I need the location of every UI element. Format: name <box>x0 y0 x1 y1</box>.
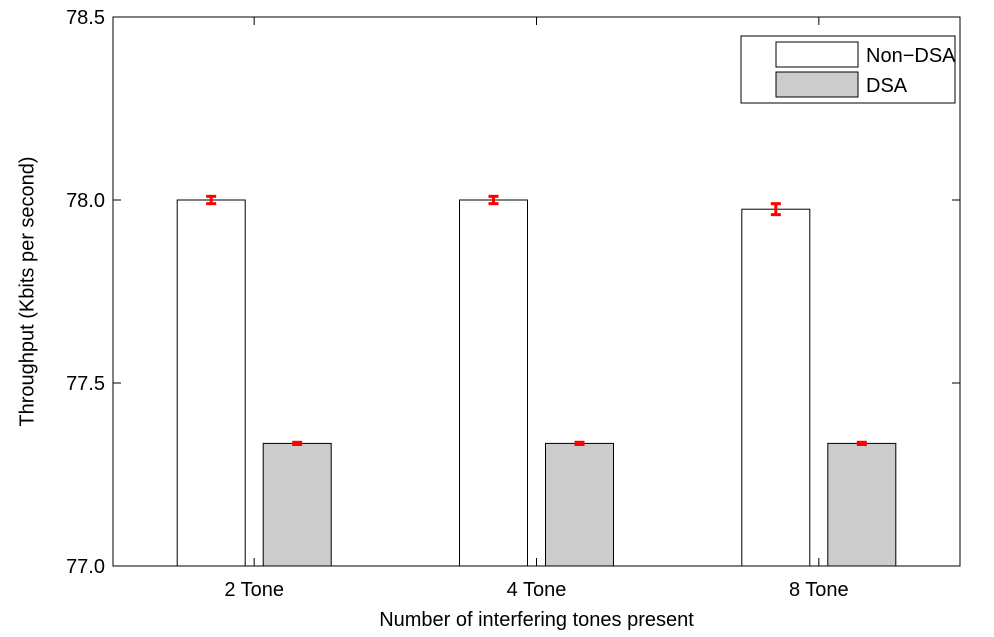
error-bar-dsa-1 <box>292 440 303 446</box>
legend-label-dsa: DSA <box>866 75 908 97</box>
error-bar-dsa-2 <box>574 440 585 446</box>
bar-non-dsa-1 <box>176 199 246 567</box>
x-tick-label: 4 Tone <box>507 579 567 601</box>
bar-non-dsa-2 <box>459 199 528 567</box>
x-tick-label: 2 Tone <box>224 579 284 601</box>
y-tick-label: 78.0 <box>66 190 105 212</box>
x-axis-label: Number of interfering tones present <box>379 609 694 631</box>
axis-layer: 77.0 77.5 78.0 78.5 2 Tone 4 Tone 8 Tone <box>66 7 960 601</box>
bar-dsa-1 <box>262 442 332 567</box>
y-tick-label: 78.5 <box>66 7 105 29</box>
bar-dsa-2 <box>545 442 614 567</box>
error-bars-layer <box>206 194 867 446</box>
error-bar-non-dsa-3 <box>770 202 781 217</box>
y-tick-label: 77.0 <box>66 556 105 578</box>
legend-label-non-dsa: Non−DSA <box>866 45 956 67</box>
bars-layer <box>176 199 897 567</box>
error-bar-non-dsa-2 <box>488 194 499 206</box>
x-tick-label: 8 Tone <box>789 579 849 601</box>
bar-dsa-3 <box>827 442 897 567</box>
error-bar-non-dsa-1 <box>206 194 217 206</box>
legend-swatch-non-dsa <box>775 41 859 68</box>
bar-non-dsa-3 <box>741 208 811 567</box>
legend-swatch-dsa <box>775 71 859 98</box>
legend: Non−DSA DSA <box>740 35 956 104</box>
error-bar-dsa-3 <box>856 440 867 446</box>
y-axis-label: Throughput (Kbits per second) <box>16 156 38 426</box>
y-tick-label: 77.5 <box>66 373 105 395</box>
